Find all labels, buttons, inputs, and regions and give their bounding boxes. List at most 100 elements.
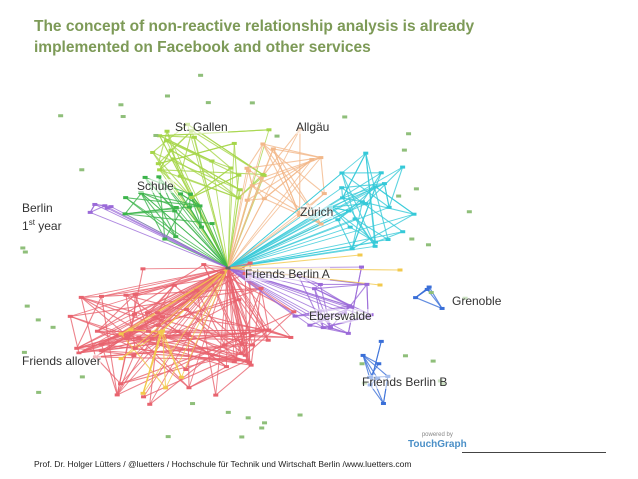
graph-node[interactable] [213,393,219,397]
graph-node[interactable] [397,268,403,272]
graph-node[interactable] [120,115,126,119]
graph-node[interactable] [260,142,266,146]
graph-node[interactable] [156,175,162,179]
graph-node[interactable] [372,240,378,244]
graph-node[interactable] [78,295,84,299]
graph-node[interactable] [360,353,366,357]
graph-node[interactable] [173,205,179,209]
graph-node[interactable] [400,165,406,169]
graph-node[interactable] [98,342,104,346]
graph-node[interactable] [239,435,245,439]
graph-node[interactable] [122,212,128,216]
graph-node[interactable] [108,205,114,209]
graph-node[interactable] [172,209,178,213]
graph-node[interactable] [235,196,241,200]
graph-node[interactable] [178,192,184,196]
graph-node[interactable] [346,209,352,213]
graph-node[interactable] [364,282,370,286]
graph-node[interactable] [346,304,352,308]
graph-node[interactable] [297,213,303,217]
graph-node[interactable] [159,315,165,319]
graph-node[interactable] [209,222,215,226]
graph-node[interactable] [406,132,412,136]
graph-node[interactable] [349,247,355,251]
graph-node[interactable] [242,353,248,357]
graph-node[interactable] [185,332,191,336]
graph-node[interactable] [35,318,41,322]
graph-node[interactable] [228,166,234,170]
graph-node[interactable] [145,329,151,333]
graph-node[interactable] [123,337,129,341]
graph-node[interactable] [171,283,177,287]
graph-node[interactable] [262,421,268,425]
graph-node[interactable] [116,333,122,337]
graph-node[interactable] [118,382,124,386]
graph-node[interactable] [123,293,129,297]
graph-node[interactable] [246,361,252,365]
graph-node[interactable] [149,336,155,340]
graph-node[interactable] [380,401,386,405]
graph-node[interactable] [189,195,195,199]
graph-node[interactable] [163,386,169,390]
graph-node[interactable] [150,150,156,154]
graph-node[interactable] [104,206,110,210]
graph-node[interactable] [238,351,244,355]
graph-node[interactable] [102,204,108,208]
graph-node[interactable] [261,173,267,177]
graph-node[interactable] [266,328,272,332]
graph-node[interactable] [74,346,80,350]
graph-node[interactable] [236,298,242,302]
graph-node[interactable] [258,286,264,290]
graph-node[interactable] [157,134,163,138]
graph-node[interactable] [373,185,379,189]
graph-node[interactable] [318,222,324,226]
graph-node[interactable] [400,230,406,234]
graph-node[interactable] [158,330,164,334]
graph-node[interactable] [24,304,30,308]
graph-node[interactable] [249,101,255,105]
graph-node[interactable] [241,331,247,335]
graph-node[interactable] [222,343,228,347]
graph-node[interactable] [376,362,382,366]
graph-node[interactable] [381,182,387,186]
graph-node[interactable] [345,331,351,335]
graph-node[interactable] [363,202,369,206]
graph-node[interactable] [291,310,297,314]
graph-node[interactable] [165,435,171,439]
graph-node[interactable] [79,375,85,379]
graph-node[interactable] [359,362,365,366]
graph-node[interactable] [270,147,276,151]
graph-node[interactable] [340,196,346,200]
graph-node[interactable] [357,253,363,257]
graph-node[interactable] [140,267,146,271]
graph-node[interactable] [155,162,161,166]
graph-node[interactable] [352,217,358,221]
graph-node[interactable] [237,188,243,192]
graph-node[interactable] [173,235,179,239]
graph-node[interactable] [22,250,28,254]
graph-node[interactable] [250,343,256,347]
graph-node[interactable] [50,325,56,329]
graph-node[interactable] [36,390,42,394]
graph-node[interactable] [87,210,93,214]
graph-node[interactable] [328,326,334,330]
graph-node[interactable] [245,416,251,420]
graph-node[interactable] [358,265,364,269]
graph-node[interactable] [342,115,348,119]
graph-node[interactable] [20,246,26,250]
graph-node[interactable] [187,192,193,196]
graph-node[interactable] [197,204,203,208]
graph-node[interactable] [67,314,73,318]
graph-node[interactable] [266,128,272,132]
graph-node[interactable] [292,314,298,318]
graph-node[interactable] [312,287,318,291]
graph-node[interactable] [318,156,324,160]
graph-node[interactable] [136,335,142,339]
graph-node[interactable] [175,329,181,333]
graph-node[interactable] [466,210,472,214]
graph-node[interactable] [155,323,161,327]
graph-node[interactable] [205,101,211,105]
graph-node[interactable] [194,288,200,292]
graph-node[interactable] [428,291,434,295]
graph-node[interactable] [118,332,124,336]
